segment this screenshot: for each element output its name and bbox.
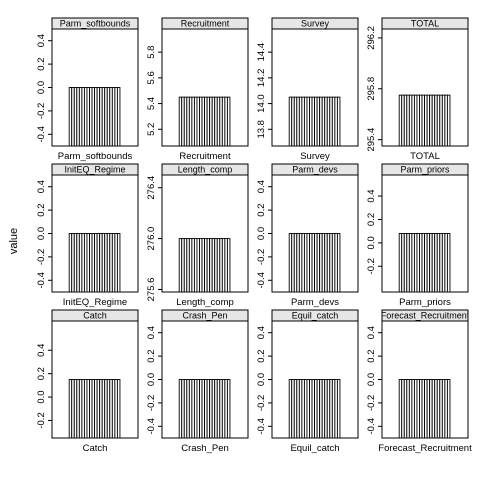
y-tick-label: 0.0 [36,227,47,240]
panel-title: Length_comp [178,165,233,175]
y-tick-label: -0.2 [36,103,47,119]
bar [446,379,451,439]
y-tick-label: 0.2 [36,57,47,70]
y-tick-label: 14.0 [256,94,267,113]
x-axis-label: Parm_softbounds [58,151,133,162]
y-tick-label: -0.4 [366,418,377,434]
y-tick-label: -0.2 [256,249,267,265]
x-axis-label: Equil_catch [290,443,339,454]
bar [116,233,121,293]
x-axis-label: Catch [83,443,108,454]
y-tick-label: 0.0 [146,373,157,386]
bar [116,87,121,147]
y-tick-label: 0.4 [366,189,377,202]
y-tick-label: 0.0 [256,373,267,386]
y-tick-label: 295.4 [366,128,377,152]
y-tick-label: 0.4 [256,326,267,339]
panel-title: Forecast_Recruitment [381,311,470,321]
y-tick-label: 0.4 [146,326,157,339]
bar [226,96,231,147]
y-tick-label: 5.2 [146,123,157,136]
x-axis-label: Recruitment [179,151,231,162]
y-tick-label: 0.4 [256,180,267,193]
y-tick-label: -0.2 [36,412,47,428]
panel-title: Parm_softbounds [60,19,131,29]
y-tick-label: 0.4 [36,34,47,47]
y-tick-label: -0.2 [146,395,157,411]
x-axis-label: Forecast_Recruitment [378,443,472,454]
y-tick-label: 0.2 [366,349,377,362]
y-tick-label: -0.2 [256,395,267,411]
y-tick-label: 0.2 [146,349,157,362]
y-tick-label: 0.0 [366,236,377,249]
x-axis-label: Parm_devs [291,297,339,308]
bar [446,233,451,293]
x-axis-label: TOTAL [410,151,440,162]
y-tick-label: 276.0 [146,227,157,251]
x-axis-label: Crash_Pen [181,443,229,454]
y-tick-label: -0.4 [36,272,47,288]
y-tick-label: 0.2 [366,213,377,226]
y-tick-label: 0.0 [366,373,377,386]
y-tick-label: -0.2 [36,249,47,265]
y-tick-label: -0.4 [146,418,157,434]
y-tick-label: 14.2 [256,69,267,88]
bar [336,96,341,147]
panel-title: Survey [301,19,330,29]
y-tick-label: 5.4 [146,97,157,110]
bar [336,379,341,439]
panel-title: Equil_catch [292,311,339,321]
x-axis-label: Parm_priors [399,297,451,308]
y-tick-label: 0.0 [256,227,267,240]
y-tick-label: 275.6 [146,278,157,302]
bar [226,238,231,293]
y-tick-label: -0.4 [256,418,267,434]
y-tick-label: -0.2 [366,258,377,274]
panel-title: TOTAL [411,19,439,29]
y-tick-label: 13.8 [256,120,267,139]
y-tick-label: 0.4 [36,344,47,357]
y-tick-label: 0.4 [36,180,47,193]
panel-title: Crash_Pen [182,311,227,321]
x-axis-label: Length_comp [176,297,234,308]
y-tick-label: -0.4 [256,272,267,288]
y-tick-label: 5.6 [146,71,157,84]
bar [336,233,341,293]
panel-title: Parm_devs [292,165,338,175]
y-tick-label: 0.2 [36,203,47,216]
bar [226,379,231,439]
y-tick-label: -0.4 [36,126,47,142]
y-tick-label: 0.2 [256,349,267,362]
y-tick-label: -0.2 [366,395,377,411]
x-axis-label: Survey [300,151,330,162]
y-tick-label: 5.8 [146,46,157,59]
panel-title: Recruitment [181,19,230,29]
panel-title: Catch [83,311,107,321]
y-axis-label: value [8,228,20,254]
y-tick-label: 296.2 [366,26,377,50]
y-tick-label: 0.4 [366,326,377,339]
y-tick-label: 0.0 [36,81,47,94]
bar [116,379,121,439]
y-tick-label: 0.2 [256,203,267,216]
y-tick-label: 276.4 [146,176,157,200]
panel-title: Parm_priors [400,165,450,175]
y-tick-label: 295.8 [366,77,377,101]
y-tick-label: 0.0 [36,390,47,403]
y-tick-label: 14.4 [256,43,267,62]
y-tick-label: 0.2 [36,367,47,380]
bar [446,94,451,147]
x-axis-label: InitEQ_Regime [63,297,127,308]
panel-title: InitEQ_Regime [64,165,125,175]
